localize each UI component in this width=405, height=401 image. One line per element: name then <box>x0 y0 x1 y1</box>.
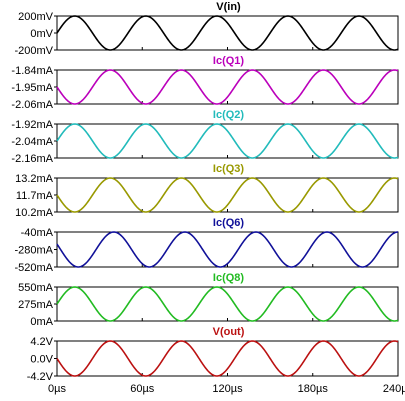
y-tick-label: -1.92mA <box>11 119 53 131</box>
panel-title: V(in) <box>216 1 241 13</box>
panel-frame <box>56 123 399 159</box>
y-tick-label: 13.2mA <box>15 173 54 185</box>
y-tick-label: -40mA <box>21 227 54 239</box>
panel-frame <box>56 177 399 213</box>
series-line-ic-q2 <box>56 123 399 159</box>
panel-v-in: V(in) 200mV 0mV -200mV <box>14 1 399 57</box>
panel-title: Ic(Q1) <box>213 55 245 67</box>
y-tick-label: 550mA <box>18 282 54 294</box>
panel-frame <box>56 340 399 377</box>
y-tick-label: -200mV <box>14 45 53 57</box>
y-tick-label: 200mV <box>18 11 54 23</box>
y-tick-label: -4.2V <box>27 371 54 383</box>
panel-v-out: V(out) 4.2V 0.0V -4.2V <box>27 326 399 383</box>
x-tick-label: 240µs <box>383 383 405 395</box>
series-line-ic-q1 <box>56 69 399 105</box>
y-tick-label: -2.06mA <box>11 99 53 111</box>
panel-title: Ic(Q2) <box>213 109 245 121</box>
panel-title: Ic(Q8) <box>213 272 245 284</box>
panel-ic-q6: Ic(Q6) -40mA -280mA -520mA <box>14 217 399 274</box>
x-tick-label: 180µs <box>298 383 329 395</box>
x-tick-label: 0µs <box>48 383 66 395</box>
panel-title: Ic(Q6) <box>213 217 245 229</box>
panel-title: Ic(Q3) <box>213 163 245 175</box>
panel-frame <box>56 15 399 51</box>
panel-title: V(out) <box>213 326 245 338</box>
panel-ic-q2: Ic(Q2) -1.92mA -2.04mA -2.16mA <box>11 109 399 165</box>
y-tick-label: 10.2mA <box>15 207 54 219</box>
y-tick-label: 0.0V <box>30 354 53 366</box>
panel-frame <box>56 231 399 268</box>
series-line-v-in <box>56 15 399 51</box>
y-tick-label: 11.7mA <box>16 190 54 202</box>
panel-ic-q1: Ic(Q1) -1.84mA -1.95mA -2.06mA <box>11 55 399 111</box>
y-tick-label: 0mA <box>30 316 53 328</box>
y-tick-label: -1.95mA <box>11 82 53 94</box>
y-tick-label: 275mA <box>18 299 54 311</box>
series-line-ic-q3 <box>56 177 399 213</box>
series-line-ic-q6 <box>56 231 399 268</box>
y-tick-label: -520mA <box>14 262 53 274</box>
panel-frame <box>56 69 399 105</box>
y-tick-label: -1.84mA <box>11 65 53 77</box>
panel-ic-q8: Ic(Q8) 550mA 275mA 0mA <box>18 272 399 328</box>
series-line-ic-q8 <box>56 286 399 322</box>
panel-ic-q3: Ic(Q3) 13.2mA 11.7mA 10.2mA <box>15 163 399 219</box>
x-tick-label: 120µs <box>212 383 243 395</box>
y-tick-label: -2.16mA <box>11 153 53 165</box>
series-line-v-out <box>56 340 399 377</box>
y-tick-label: -2.04mA <box>11 136 53 148</box>
y-tick-label: -280mA <box>14 245 53 257</box>
x-tick-label: 60µs <box>130 383 155 395</box>
panel-frame <box>56 286 399 322</box>
y-tick-label: 4.2V <box>30 336 53 348</box>
y-tick-label: 0mV <box>30 28 53 40</box>
